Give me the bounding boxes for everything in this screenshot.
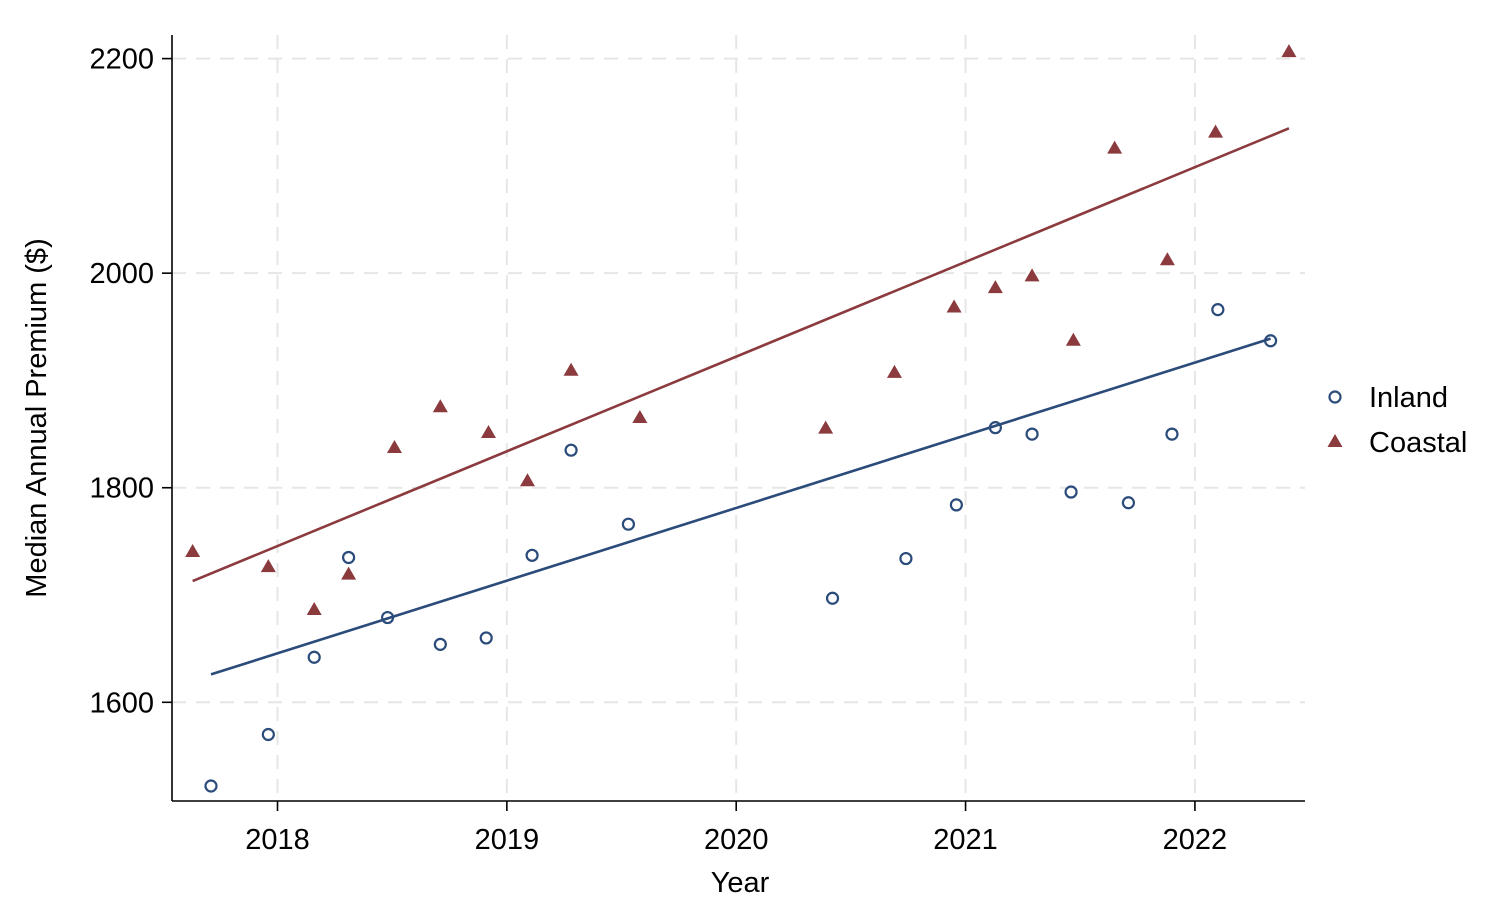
- inland-point: [621, 517, 636, 531]
- legend: Inland Coastal: [1327, 382, 1467, 459]
- coastal-point: [306, 601, 322, 615]
- x-tick-label: 2021: [933, 824, 998, 856]
- inland-point: [825, 591, 840, 605]
- legend-coastal-marker: [1327, 433, 1343, 447]
- inland-point: [1121, 496, 1135, 510]
- coastal-point: [1024, 268, 1040, 282]
- inland-point: [1263, 334, 1278, 348]
- inland-point: [1025, 427, 1039, 441]
- legend-coastal-label: Coastal: [1369, 427, 1467, 459]
- x-tick-label: 2019: [475, 824, 540, 856]
- coastal-point: [341, 566, 357, 580]
- legend-inland-marker: [1328, 390, 1342, 404]
- coastal-point: [946, 299, 962, 313]
- inland-point: [1211, 303, 1225, 317]
- y-axis-title: Median Annual Premium ($): [21, 238, 53, 597]
- coastal-point: [818, 420, 834, 434]
- y-tick-label: 1800: [89, 473, 154, 505]
- inland-point: [261, 727, 275, 742]
- coastal-point: [481, 424, 497, 438]
- axes: 1600 1800 2000 2200 2018 2019 2020 2021 2022: [89, 35, 1305, 856]
- inland-point: [433, 637, 447, 651]
- inland-point: [949, 498, 963, 512]
- coastal-point: [432, 399, 448, 413]
- fit-lines: [192, 127, 1290, 676]
- y-tick-label: 2200: [89, 44, 154, 76]
- x-tick-label: 2022: [1163, 824, 1228, 856]
- coastal-point: [386, 439, 402, 453]
- inland-point: [380, 610, 395, 625]
- inland-point: [899, 551, 913, 566]
- inland-point: [1064, 485, 1078, 499]
- inland-point: [525, 548, 539, 562]
- inland-point: [204, 779, 218, 793]
- x-tick-label: 2018: [245, 824, 310, 856]
- x-axis-title: Year: [711, 867, 770, 899]
- inland-point: [479, 631, 493, 645]
- inland-point: [342, 550, 356, 565]
- inland-fit-line: [210, 337, 1271, 676]
- coastal-point: [519, 473, 535, 487]
- inland-point: [988, 421, 1002, 435]
- coastal-point: [1159, 252, 1175, 266]
- coastal-point: [632, 409, 648, 423]
- coastal-point: [260, 559, 276, 573]
- inland-point: [564, 443, 578, 457]
- x-tick-label: 2020: [704, 824, 769, 856]
- coastal-fit-line: [192, 127, 1290, 583]
- coastal-point: [185, 544, 201, 558]
- inland-point: [1165, 427, 1179, 441]
- coastal-point: [563, 362, 579, 376]
- legend-inland-label: Inland: [1369, 382, 1448, 414]
- grid: [172, 35, 1305, 801]
- coastal-point: [1107, 140, 1123, 154]
- coastal-point: [886, 364, 902, 378]
- y-tick-label: 2000: [89, 258, 154, 290]
- coastal-point: [987, 280, 1003, 294]
- coastal-point: [1208, 124, 1224, 138]
- coastal-point: [1281, 44, 1297, 58]
- inland-point: [307, 650, 321, 664]
- data-points: [185, 44, 1297, 793]
- coastal-point: [1065, 332, 1081, 346]
- y-tick-label: 1600: [89, 687, 154, 719]
